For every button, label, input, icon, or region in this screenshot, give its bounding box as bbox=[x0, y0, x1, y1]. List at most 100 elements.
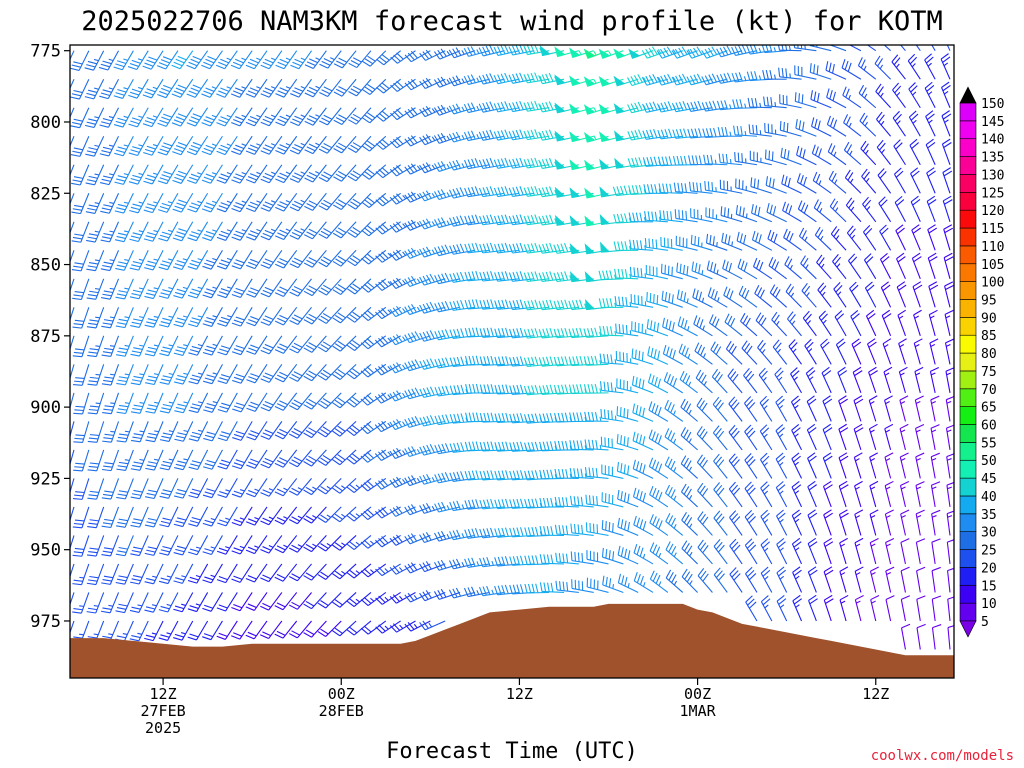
barb-flag bbox=[367, 112, 376, 119]
barb-flag bbox=[459, 215, 465, 225]
barb-flag bbox=[161, 174, 171, 179]
barb-flag bbox=[264, 258, 274, 263]
barb-flag bbox=[276, 374, 286, 380]
barb-flag bbox=[381, 110, 390, 118]
barb-flag bbox=[565, 497, 569, 507]
barb-staff bbox=[179, 50, 194, 70]
barb-flag bbox=[363, 340, 372, 348]
barb-half-flag bbox=[387, 422, 392, 427]
wind-barb bbox=[303, 506, 327, 524]
barb-flag bbox=[482, 499, 487, 509]
wind-barb bbox=[288, 620, 312, 639]
barb-flag bbox=[88, 233, 99, 236]
barb-staff bbox=[139, 364, 149, 385]
barb-half-flag bbox=[689, 523, 693, 528]
barb-staff bbox=[395, 563, 416, 575]
barb-flag bbox=[72, 498, 83, 500]
barb-flag bbox=[548, 129, 554, 139]
barb-half-flag bbox=[658, 552, 662, 558]
barb-flag bbox=[580, 468, 584, 478]
barb-flag bbox=[671, 294, 674, 304]
wind-barb bbox=[389, 362, 416, 374]
barb-flag bbox=[560, 243, 565, 253]
barb-flag bbox=[86, 611, 96, 614]
barb-flag bbox=[464, 471, 469, 481]
barb-flag bbox=[160, 321, 170, 325]
barb-flag bbox=[515, 101, 521, 111]
barb-flag bbox=[175, 463, 185, 467]
wind-barb bbox=[672, 155, 698, 166]
barb-flag bbox=[159, 467, 169, 471]
wind-barb bbox=[70, 592, 75, 607]
barb-flag bbox=[657, 156, 662, 166]
wind-barb bbox=[632, 459, 654, 479]
barb-flag bbox=[541, 130, 547, 140]
barb-flag bbox=[248, 261, 258, 267]
barb-flag bbox=[118, 318, 128, 322]
barb-staff bbox=[634, 580, 654, 593]
barb-staff bbox=[660, 191, 683, 194]
barb-flag bbox=[104, 405, 114, 408]
wind-barb bbox=[187, 192, 209, 213]
barb-staff bbox=[424, 620, 446, 631]
barb-staff bbox=[195, 192, 209, 213]
barb-flag bbox=[483, 328, 487, 338]
wind-barb bbox=[84, 50, 105, 71]
barb-flag bbox=[419, 108, 426, 117]
barb-staff bbox=[438, 506, 461, 513]
barb-staff bbox=[482, 78, 505, 85]
barb-flag bbox=[323, 228, 332, 234]
barb-flag bbox=[274, 320, 284, 326]
wind-barb bbox=[656, 73, 683, 86]
barb-flag bbox=[626, 77, 633, 86]
barb-flag bbox=[347, 232, 356, 238]
barb-flag bbox=[610, 382, 613, 392]
barb-flag bbox=[410, 191, 418, 200]
barb-half-flag bbox=[168, 401, 174, 404]
wind-barb bbox=[304, 78, 327, 98]
barb-flag bbox=[602, 270, 606, 280]
barb-flag bbox=[352, 368, 361, 375]
wind-barb bbox=[318, 249, 342, 268]
wind-barb bbox=[157, 135, 179, 156]
barb-half-flag bbox=[210, 517, 216, 521]
barb-flag bbox=[289, 149, 299, 155]
barb-flag bbox=[550, 554, 554, 564]
barb-staff bbox=[81, 364, 90, 386]
barb-half-flag bbox=[612, 583, 614, 589]
barb-flag bbox=[697, 100, 702, 110]
barb-staff bbox=[381, 278, 401, 291]
barb-staff bbox=[211, 307, 223, 327]
barb-flag bbox=[634, 102, 640, 112]
barb-flag bbox=[553, 384, 558, 395]
barb-flag bbox=[233, 204, 243, 210]
wind-barb bbox=[332, 363, 357, 380]
wind-barb bbox=[478, 73, 505, 85]
barb-staff bbox=[95, 278, 105, 300]
barb-staff bbox=[341, 78, 357, 97]
barb-flag bbox=[498, 413, 502, 423]
barb-half-flag bbox=[153, 258, 159, 261]
barb-flag bbox=[680, 398, 686, 408]
barb-half-flag bbox=[599, 360, 602, 365]
barb-staff bbox=[326, 164, 342, 182]
barb-staff bbox=[139, 506, 149, 528]
barb-flag bbox=[580, 440, 584, 450]
barb-flag bbox=[655, 239, 658, 249]
barb-staff bbox=[268, 249, 283, 269]
barb-staff bbox=[152, 278, 164, 299]
barb-flag bbox=[59, 91, 68, 93]
barb-flag bbox=[144, 637, 154, 642]
wind-barb bbox=[159, 307, 179, 328]
barb-flag bbox=[676, 289, 680, 299]
barb-flag bbox=[333, 91, 343, 97]
wind-barb bbox=[231, 620, 253, 640]
barb-pennant bbox=[598, 131, 611, 143]
barb-flag bbox=[102, 579, 112, 582]
barb-flag bbox=[264, 115, 274, 121]
barb-flag bbox=[130, 411, 141, 414]
barb-flag bbox=[419, 164, 426, 174]
barb-staff bbox=[586, 448, 609, 451]
barb-flag bbox=[116, 635, 126, 639]
barb-flag bbox=[651, 431, 656, 441]
